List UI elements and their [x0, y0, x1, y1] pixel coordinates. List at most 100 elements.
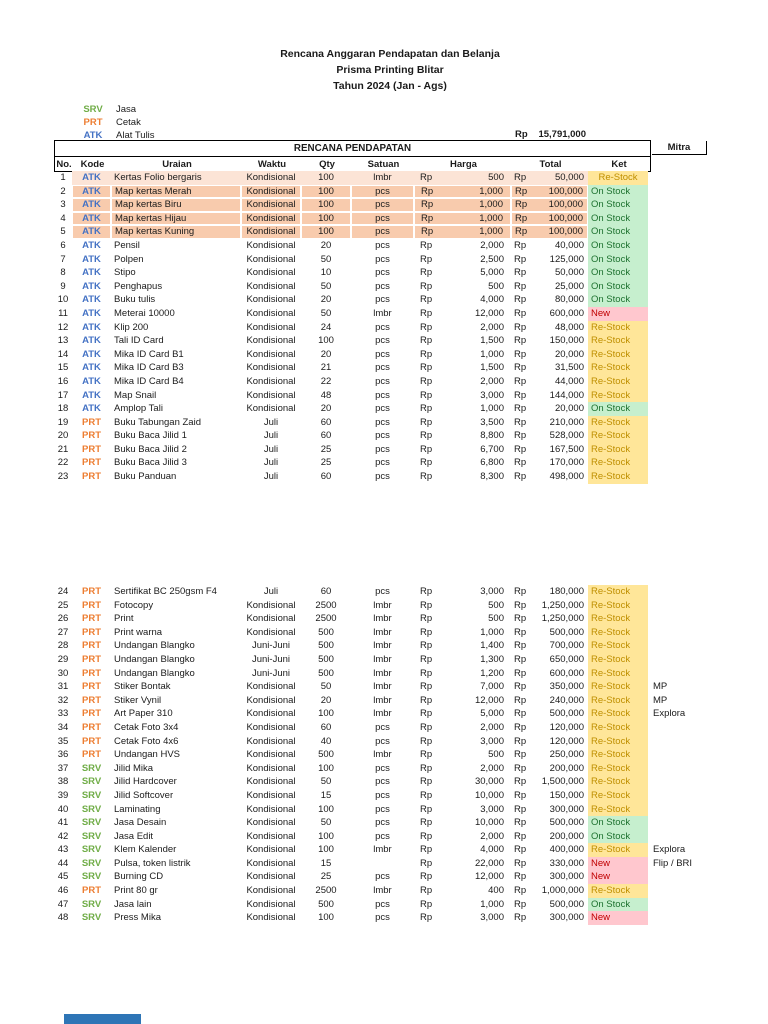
- row-uraian: Mika ID Card B3: [114, 362, 184, 374]
- row-harga-currency: Rp: [420, 267, 433, 279]
- row-ket-status: Re-Stock: [588, 884, 648, 898]
- row-kode: PRT: [82, 599, 101, 611]
- row-qty: 20: [320, 403, 332, 415]
- row-no: 18: [57, 403, 69, 415]
- row-total-amount: 500,000: [549, 708, 584, 720]
- row-harga: Rp 2,000: [414, 830, 511, 844]
- row-satuan: lmbr: [373, 307, 392, 319]
- row-waktu: Kondisional: [241, 225, 301, 239]
- row-ket-status: Re-Stock: [588, 775, 648, 789]
- column-headers: No. Kode Uraian Waktu Qty Satuan Harga T…: [55, 157, 650, 171]
- table-row: 7 ATK Polpen Kondisional 50 pcs Rp 2,500 Rp 125,0…: [54, 252, 714, 267]
- row-total: Rp 400,000: [511, 843, 588, 857]
- row-ket-status: New: [588, 911, 648, 925]
- row-total-amount: 1,250,000: [541, 613, 584, 625]
- row-total-amount: 528,000: [549, 430, 584, 442]
- row-waktu: Kondisional: [246, 803, 296, 815]
- row-waktu: Juni-Juni: [251, 653, 291, 665]
- row-waktu: Kondisional: [246, 599, 296, 611]
- row-total-currency: Rp: [514, 307, 527, 319]
- row-harga-currency: Rp: [420, 443, 433, 455]
- row-uraian: Map Snail: [114, 389, 157, 401]
- table-row: 18 ATK Amplop Tali Kondisional 20 pcs Rp 1,000 R…: [54, 402, 714, 416]
- row-total-amount: 210,000: [549, 416, 584, 428]
- row-harga: Rp 1,000: [414, 898, 511, 912]
- row-harga-currency: Rp: [420, 280, 433, 292]
- row-mitra: [651, 429, 706, 443]
- row-mitra: MP: [653, 681, 668, 693]
- row-total: Rp 1,250,000: [511, 599, 588, 613]
- row-kode: PRT: [82, 443, 101, 455]
- row-mitra: [651, 171, 706, 185]
- row-satuan: pcs: [375, 375, 390, 387]
- row-qty: 21: [320, 362, 332, 374]
- row-uraian: Buku Baca Jilid 1: [114, 430, 187, 442]
- row-mitra: [651, 253, 706, 267]
- row-kode: PRT: [82, 749, 101, 761]
- row-total-currency: Rp: [514, 348, 527, 360]
- row-uraian: Cetak Foto 3x4: [114, 721, 179, 733]
- row-harga-amount: 6,800: [480, 457, 504, 469]
- table-row: 17 ATK Map Snail Kondisional 48 pcs Rp 3,000 Rp 1…: [54, 388, 714, 403]
- row-harga-amount: 2,500: [480, 253, 504, 265]
- row-no: 27: [57, 626, 69, 638]
- row-total-amount: 20,000: [554, 403, 584, 415]
- row-harga: Rp 3,000: [414, 585, 511, 599]
- row-harga: Rp 1,400: [414, 639, 511, 653]
- row-harga: Rp 2,000: [414, 321, 511, 335]
- row-uraian: Sertifikat BC 250gsm F4: [114, 586, 217, 597]
- row-ket-status: Re-Stock: [588, 693, 648, 708]
- row-mitra: [651, 612, 706, 626]
- row-harga-currency: Rp: [420, 403, 433, 415]
- row-harga-currency: Rp: [420, 898, 433, 910]
- row-total-amount: 1,500,000: [541, 776, 584, 788]
- table-row: 32 PRT Stiker Vynil Kondisional 20 lmbr Rp 12,0…: [54, 693, 714, 708]
- row-harga-amount: 3,000: [480, 735, 504, 747]
- row-harga-amount: 10,000: [474, 789, 504, 801]
- row-satuan: pcs: [375, 735, 390, 747]
- row-kode: SRV: [81, 789, 102, 801]
- row-total-currency: Rp: [514, 375, 527, 387]
- table-row: 41 SRV Jasa Desain Kondisional 50 pcs Rp 10,000…: [54, 816, 714, 830]
- row-satuan: pcs: [375, 898, 390, 910]
- row-harga-amount: 7,000: [480, 681, 504, 693]
- title-line-1: Rencana Anggaran Pendapatan dan Belanja: [280, 48, 500, 60]
- row-uraian: Buku Baca Jilid 2: [114, 443, 187, 455]
- row-satuan: lmbr: [373, 626, 392, 638]
- col-header-mitra: Mitra: [652, 141, 707, 155]
- row-harga-amount: 3,000: [480, 586, 504, 597]
- row-total-currency: Rp: [514, 457, 527, 469]
- row-harga-currency: Rp: [420, 294, 433, 306]
- row-harga-currency: Rp: [420, 239, 433, 251]
- row-harga-currency: Rp: [420, 586, 433, 597]
- row-kode: ATK: [82, 321, 101, 333]
- row-total: Rp 200,000: [511, 762, 588, 776]
- row-kode: PRT: [82, 708, 101, 720]
- row-harga-currency: Rp: [420, 667, 433, 679]
- row-kode: ATK: [82, 253, 101, 265]
- table-row: 13 ATK Tali ID Card Kondisional 100 pcs Rp 1,50…: [54, 334, 714, 348]
- row-mitra: [651, 721, 706, 735]
- row-waktu: Kondisional: [246, 885, 296, 897]
- row-waktu: Juni-Juni: [251, 667, 291, 679]
- col-header-total: Total: [539, 158, 562, 170]
- table-row: 15 ATK Mika ID Card B3 Kondisional 21 pcs Rp 1,…: [54, 361, 714, 375]
- row-harga: Rp 2,000: [414, 375, 511, 389]
- row-qty: 50: [320, 253, 332, 265]
- row-harga-amount: 2,000: [480, 239, 504, 251]
- table-row: 48 SRV Press Mika Kondisional 100 pcs Rp 3,000 R…: [54, 911, 714, 925]
- row-total-currency: Rp: [514, 885, 527, 897]
- row-waktu: Kondisional: [246, 335, 296, 347]
- row-total: Rp 44,000: [511, 375, 588, 389]
- row-no: 44: [57, 857, 69, 869]
- row-ket-status: Re-Stock: [588, 761, 648, 776]
- row-harga-currency: Rp: [420, 708, 433, 720]
- row-uraian: Undangan HVS: [114, 749, 181, 761]
- row-harga-currency: Rp: [420, 416, 433, 428]
- row-harga-amount: 1,500: [480, 335, 504, 347]
- row-harga-amount: 12,000: [474, 307, 504, 319]
- row-kode: ATK: [72, 184, 111, 199]
- table-row: 44 SRV Pulsa, token listrik Kondisional 15 Rp…: [54, 856, 714, 871]
- row-total: Rp 50,000: [511, 266, 588, 280]
- row-uraian: Stipo: [114, 267, 136, 279]
